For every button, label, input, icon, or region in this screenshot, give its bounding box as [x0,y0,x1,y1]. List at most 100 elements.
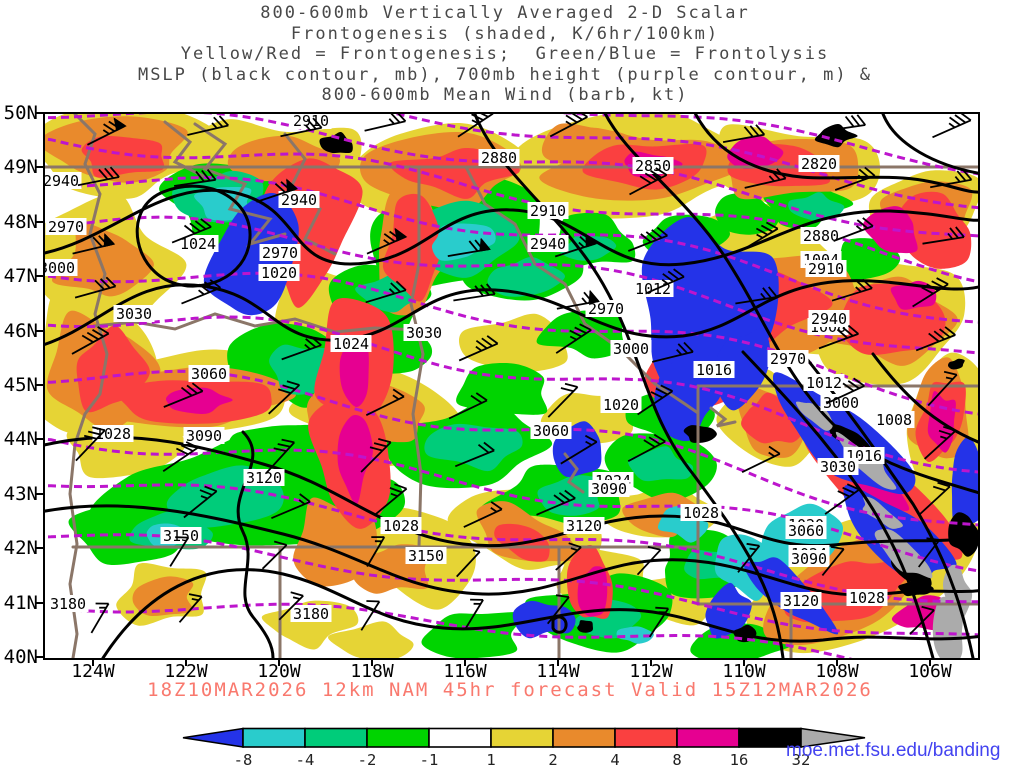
contour-label-box [258,264,300,281]
wind-barb-feather [661,278,669,285]
wind-barb-feather [770,169,781,181]
wind-barb-feather [776,168,787,180]
wind-barb-staff [636,549,662,576]
mslp-contour [551,615,568,634]
wind-barb-feather [768,175,775,182]
shading-blob [339,337,369,408]
wind-barb-feather [204,485,218,493]
wind-barb-feather [931,280,944,289]
wind-barb-feather [647,546,661,551]
mslp-label: 1016 [696,361,732,379]
contour-label-box [47,595,89,612]
wind-barb-feather [299,493,311,503]
wind-barb-staff [365,395,405,417]
mslp-contour [45,188,978,267]
wind-barb-feather [656,226,668,237]
shading-blob [424,423,523,472]
contour-label-box [800,227,842,244]
wind-barb-staff [271,500,311,520]
colorbar-label: 8 [672,751,681,768]
lon-tick [743,658,745,666]
height-label: 3030 [820,458,856,476]
contour-label-box [693,361,735,378]
shading-blob [862,206,918,254]
lat-tick [36,329,44,332]
wind-barb-feather [574,326,587,335]
height-label: 3060 [191,365,227,383]
wind-barb-feather [199,489,213,496]
contour-label-box [527,235,569,252]
wind-barb-feather [645,231,658,241]
height-contour [45,175,978,324]
height-label: 2940 [811,310,847,328]
wind-barb-feather [653,433,666,443]
lon-label: 110W [722,661,766,682]
wind-barb-staff [651,351,694,363]
wind-barb-feather [97,326,110,335]
wind-barb-staff [454,449,495,468]
contour-label-box [259,244,301,261]
wind-barb-staff [735,296,778,305]
wind-barb-staff [637,390,674,416]
wind-barb-staff [75,429,106,462]
height-label: 2940 [45,172,79,190]
contour-label-box [680,504,722,521]
wind-barb-feather [389,487,403,494]
weather-map: 1024102010121004100810161012102010241028… [43,112,980,660]
site-link[interactable]: moe.met.fsu.edu/banding [786,740,1001,761]
wind-barb-staff [360,441,392,473]
lon-label: 112W [629,661,673,682]
wind-barb-feather [195,170,205,183]
wind-barb-feather [667,270,680,280]
wind-barb-feather [369,446,383,452]
height-contour [45,215,978,355]
wind-barb-feather [388,288,396,295]
wind-barb-feather [938,429,952,436]
wind-barb-feather [304,124,311,131]
shading-blob [487,256,566,297]
wind-barb-feather [936,277,949,285]
wind-barb-feather [392,388,405,398]
wind-barb-feather [194,220,207,230]
wind-barb-feather [749,125,760,137]
wind-barb-staff [173,178,216,187]
height-label: 2910 [293,114,329,130]
wind-barb-staff [457,114,494,138]
wind-barbs [71,114,973,638]
height-label: 3150 [408,547,444,565]
wind-barb-feather [933,330,945,341]
height-label: 3090 [791,550,827,568]
wind-barb-staff [744,177,786,189]
height-label: 3030 [406,324,442,342]
mslp-label: 1024 [333,335,369,353]
wind-barb-feather [200,218,212,228]
contour-label-box [805,260,847,277]
wind-barb-feather [856,219,868,229]
lat-tick [36,275,44,278]
height-contour [45,602,853,658]
wind-barb-feather [932,485,946,492]
shading-blob [951,436,978,529]
height-label: 3120 [783,592,819,610]
wind-barb-feather [564,489,576,500]
wind-barb-feather [200,495,208,500]
wind-barb-feather [760,224,774,233]
wind-barb-feather [855,225,863,231]
wind-barb-feather [830,546,844,550]
wind-barb-feather [655,167,668,176]
wind-barb-feather [940,435,948,440]
wind-barb-feather [949,227,959,239]
wind-barb-feather [103,123,115,133]
lon-label: 106W [908,661,952,682]
shading-blob [421,612,525,658]
wind-barb-feather [677,343,688,354]
contour-label-box [45,172,82,189]
colorbar-label: -2 [358,751,377,768]
contour-label-box [290,605,332,622]
wind-barb-feather [306,118,317,130]
shading-blob [319,131,353,154]
wind-barb-feather [553,494,565,504]
wind-barb-staff [463,508,503,528]
lat-label: 48N [3,210,38,233]
wind-barb-staff [629,174,668,196]
